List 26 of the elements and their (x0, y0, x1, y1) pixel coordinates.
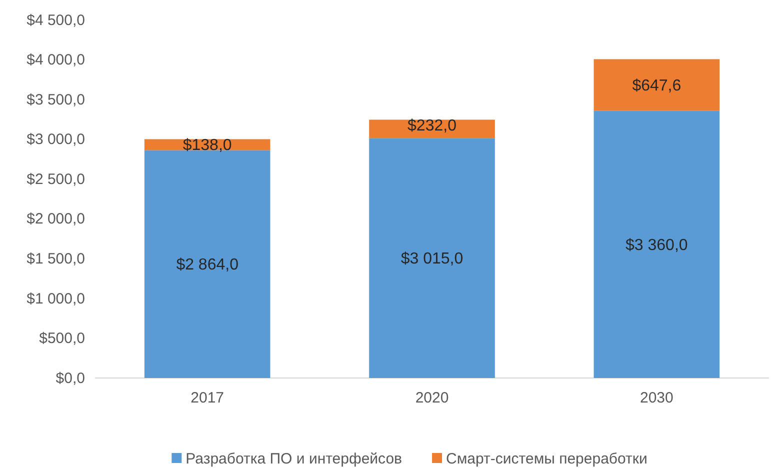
data-label: $3 015,0 (400, 250, 464, 268)
bar (594, 110, 720, 378)
y-tick-label: $1 500,0 (26, 250, 85, 268)
data-label: $138,0 (182, 136, 232, 154)
data-label: $647,6 (632, 78, 682, 95)
y-tick-label: $0,0 (56, 370, 85, 387)
bar (369, 138, 495, 378)
y-tick-label: $1 000,0 (26, 290, 85, 308)
bar (144, 150, 270, 378)
y-tick-label: $4 000,0 (26, 52, 85, 69)
y-tick-label: $4 500,0 (26, 12, 85, 29)
y-tick-label: $2 500,0 (26, 170, 85, 188)
data-label: $232,0 (408, 117, 457, 134)
y-tick-label: $3 500,0 (26, 91, 85, 108)
legend-label: Смарт-системы переработки (446, 450, 648, 468)
legend-label: Разработка ПО и интерфейсов (186, 450, 402, 468)
x-tick-label: 2030 (640, 390, 674, 407)
x-tick-label: 2017 (190, 390, 224, 407)
bar (369, 120, 495, 138)
x-tick-label: 2020 (415, 390, 449, 407)
y-tick-label: $3 000,0 (26, 131, 85, 148)
data-label: $2 864,0 (176, 256, 239, 274)
data-label: $3 360,0 (626, 236, 688, 254)
y-tick-label: $2 000,0 (26, 210, 85, 228)
bar (594, 59, 720, 111)
y-tick-label: $500,0 (39, 330, 85, 348)
